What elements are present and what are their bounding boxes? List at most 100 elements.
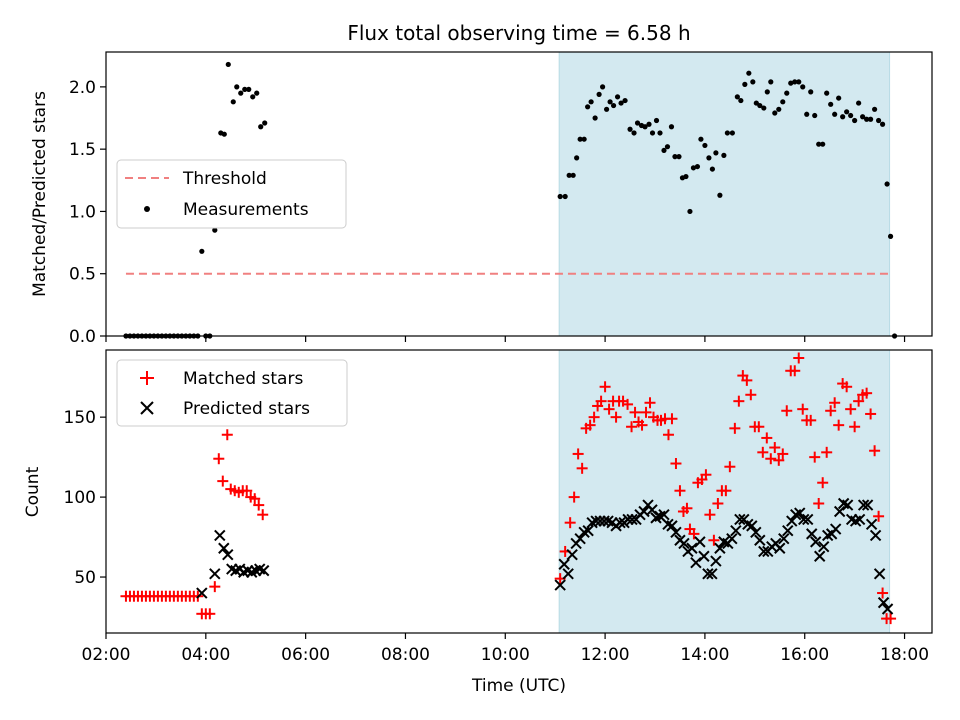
bottom-y-axis-label: Count (23, 466, 43, 517)
measurement-point (581, 136, 587, 142)
matched-star-point (626, 421, 638, 433)
matched-star-point (729, 422, 741, 434)
predicted-star-point (196, 587, 208, 599)
measurement-point (687, 208, 693, 215)
measurement-point (734, 94, 740, 100)
matched-star-point (576, 462, 588, 474)
matched-star-point (253, 499, 265, 511)
measurement-point (262, 120, 268, 126)
measurement-point (585, 104, 591, 110)
matched-star-point (753, 421, 765, 433)
matched-star-point (873, 510, 885, 522)
measurement-point (884, 181, 890, 187)
predicted-star-point (778, 532, 790, 545)
matched-star-point (877, 587, 889, 599)
measurement-point (761, 105, 767, 111)
legend-predicted-swatch (140, 401, 154, 415)
measurement-point (717, 192, 723, 198)
predicted-star-point (706, 568, 718, 580)
legend-threshold-label: Threshold (182, 169, 267, 189)
predicted-star-point (750, 526, 762, 538)
matched-star-point (257, 509, 269, 521)
measurement-point (879, 121, 886, 127)
legend-matched-label: Matched stars (183, 369, 303, 389)
measurement-point (676, 154, 682, 160)
measurement-point (840, 114, 846, 120)
matched-star-point (209, 581, 221, 593)
top-shaded-region (558, 51, 891, 337)
bottom-axes-layer: 50 100 150 02:00 04:00 06:00 08:00 10:00 12:00 14… (64, 408, 930, 665)
matched-star-point (704, 509, 716, 521)
top-legend: Threshold Measurements (116, 159, 347, 229)
bottom-legend-box (116, 359, 348, 427)
matched-star-point (849, 421, 861, 433)
matched-star-point (797, 403, 809, 415)
bottom-x-tick-label: 08:00 (381, 645, 430, 665)
measurement-point (788, 80, 794, 86)
matched-star-point (681, 502, 693, 514)
measurement-point (824, 90, 830, 96)
top-shaded-region-layer (558, 51, 891, 337)
measurement-point (607, 99, 613, 105)
matched-star-point (599, 381, 611, 393)
measurement-point (570, 172, 576, 178)
measurement-point (557, 193, 563, 200)
predicted-star-point (853, 513, 866, 526)
predicted-star-point (813, 550, 826, 562)
measurement-point (768, 79, 774, 85)
predicted-star-point (554, 579, 566, 591)
bottom-x-tick-label: 10:00 (481, 645, 530, 665)
matched-star-point (670, 458, 682, 470)
matched-star-point (885, 613, 897, 625)
measurement-point (690, 165, 697, 171)
predicted-star-point (694, 536, 706, 548)
matched-star-point (688, 528, 700, 540)
predicted-star-point (218, 542, 230, 554)
bottom-x-tick-label: 16:00 (780, 645, 829, 665)
bottom-x-tick-label: 06:00 (281, 645, 330, 665)
measurement-point (729, 130, 735, 136)
matched-star-point (817, 477, 829, 489)
matched-star-point (745, 389, 757, 401)
top-y-tick-label: 0.5 (69, 265, 96, 285)
measurement-point (872, 106, 878, 112)
legend-measurements-label: Measurements (183, 200, 309, 220)
measurement-point (622, 97, 628, 104)
bottom-y-tick-label: 100 (64, 488, 96, 508)
matched-star-point (769, 442, 781, 454)
predicted-star-point (734, 513, 746, 526)
measurement-point (721, 152, 727, 158)
measurement-point (250, 94, 256, 100)
matched-star-point (789, 365, 801, 377)
matched-star-point (821, 446, 833, 458)
predicted-star-point (686, 542, 698, 554)
measurement-point (844, 109, 850, 115)
measurement-point (254, 90, 260, 96)
matched-star-point (781, 405, 793, 417)
measurement-point (618, 100, 624, 106)
measurement-point (694, 163, 701, 170)
measurement-point (212, 227, 218, 233)
predicted-star-point (558, 558, 570, 570)
matched-star-point (793, 352, 805, 364)
matched-star-point (674, 485, 686, 497)
matched-star-point (761, 432, 773, 444)
matched-star-point (662, 429, 674, 441)
measurement-point (820, 141, 826, 147)
measurement-point (784, 90, 790, 96)
bottom-points-layer (120, 352, 897, 625)
matched-star-point (869, 445, 881, 457)
legend-measurements-swatch (144, 206, 150, 212)
top-axes-layer: 0.0 0.5 1.0 1.5 2.0 (69, 78, 906, 347)
matched-star-point (584, 419, 596, 431)
top-legend-box (116, 159, 347, 229)
matched-star-point (636, 419, 648, 431)
predicted-star-point (258, 564, 270, 577)
legend-matched-swatch (140, 371, 154, 385)
matched-star-point (829, 397, 841, 409)
matched-star-point (564, 517, 576, 529)
measurement-point (599, 84, 606, 90)
matched-star-point (666, 413, 678, 425)
matched-star-point (720, 485, 732, 497)
